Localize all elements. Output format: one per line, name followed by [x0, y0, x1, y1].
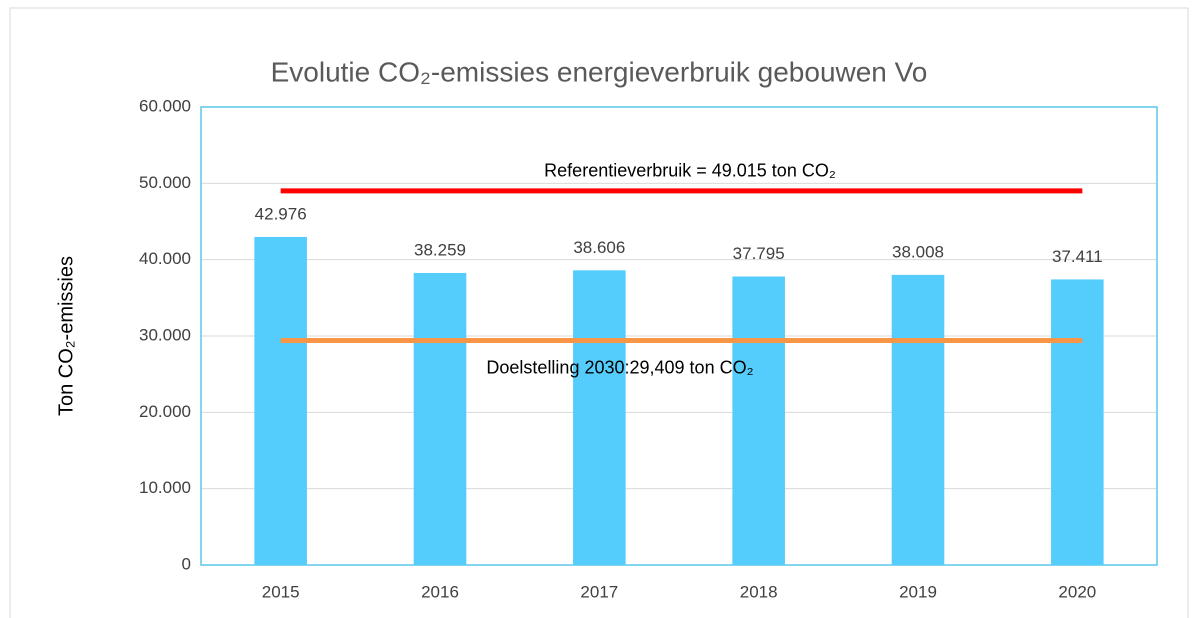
x-tick-label: 2015 [262, 582, 300, 601]
bar [254, 236, 307, 565]
reference-label: Doelstelling 2030:29,409 ton CO₂ [486, 357, 753, 377]
x-tick-label: 2020 [1058, 582, 1096, 601]
value-label: 38.259 [414, 240, 466, 259]
x-tick-label: 2016 [421, 582, 459, 601]
x-tick-label: 2017 [580, 582, 618, 601]
bar [573, 270, 626, 565]
chart-title: Evolutie CO₂-emissies energieverbruik ge… [271, 56, 928, 87]
value-label: 37.795 [733, 244, 785, 263]
plot-border [200, 106, 1158, 566]
bar [891, 274, 945, 565]
value-label: 42.976 [255, 204, 307, 223]
y-tick-label: 60.000 [139, 96, 191, 115]
value-label: 37.411 [1052, 247, 1103, 266]
y-tick-label: 10.000 [139, 478, 191, 497]
y-tick-label: 30.000 [139, 325, 191, 344]
y-tick-label: 0 [182, 554, 191, 573]
bar [413, 272, 467, 565]
y-tick-label: 50.000 [139, 173, 191, 192]
x-tick-label: 2018 [740, 582, 778, 601]
bar [1051, 279, 1104, 565]
x-tick-label: 2019 [899, 582, 937, 601]
y-axis-title: Ton CO₂-emissies [55, 256, 77, 416]
value-label: 38.606 [573, 238, 625, 257]
reference-label: Referentieverbruik = 49.015 ton CO₂ [544, 161, 836, 181]
bar [732, 276, 785, 565]
chart-frame [9, 7, 1189, 618]
y-tick-label: 40.000 [139, 249, 191, 268]
y-tick-label: 20.000 [139, 402, 191, 421]
value-label: 38.008 [892, 242, 944, 261]
